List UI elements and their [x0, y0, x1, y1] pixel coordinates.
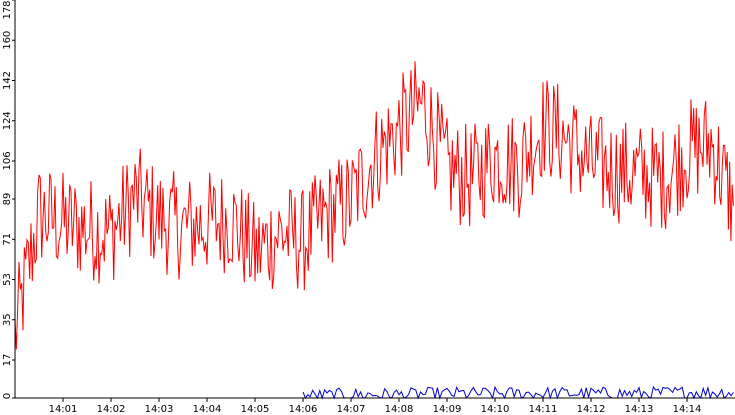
- y-tick-label: 17: [2, 354, 13, 367]
- y-tick-label: 124: [2, 111, 13, 130]
- x-tick-label: 14:13: [625, 404, 654, 415]
- x-tick-label: 14:02: [97, 404, 126, 415]
- x-tick-label: 14:07: [337, 404, 366, 415]
- x-tick-label: 14:06: [289, 404, 318, 415]
- y-tick-label: 142: [2, 71, 13, 90]
- y-tick-label: 0: [2, 393, 13, 399]
- y-tick-label: 160: [2, 31, 13, 50]
- x-tick-label: 14:14: [673, 404, 702, 415]
- series-line-2: [302, 385, 734, 400]
- ticks-layer: 0 17 35 53 71 89 106 124 142 160 178 14:01 14:02 14:0…: [2, 0, 701, 415]
- series-layer: [14, 61, 734, 400]
- x-tick-label: 14:04: [193, 404, 222, 415]
- y-tick-label: 53: [2, 273, 13, 286]
- x-tick-label: 14:08: [385, 404, 414, 415]
- y-tick-label: 89: [2, 193, 13, 206]
- series-line-1: [14, 61, 734, 350]
- x-tick-label: 14:05: [241, 404, 270, 415]
- y-tick-label: 106: [2, 151, 13, 170]
- x-tick-label: 14:10: [481, 404, 510, 415]
- x-tick-label: 14:09: [433, 404, 462, 415]
- x-tick-label: 14:12: [577, 404, 606, 415]
- y-tick-label: 178: [2, 0, 13, 19]
- x-tick-label: 14:03: [145, 404, 174, 415]
- x-tick-label: 14:11: [529, 404, 558, 415]
- y-tick-label: 35: [2, 313, 13, 326]
- y-tick-label: 71: [2, 233, 13, 246]
- x-tick-label: 14:01: [49, 404, 78, 415]
